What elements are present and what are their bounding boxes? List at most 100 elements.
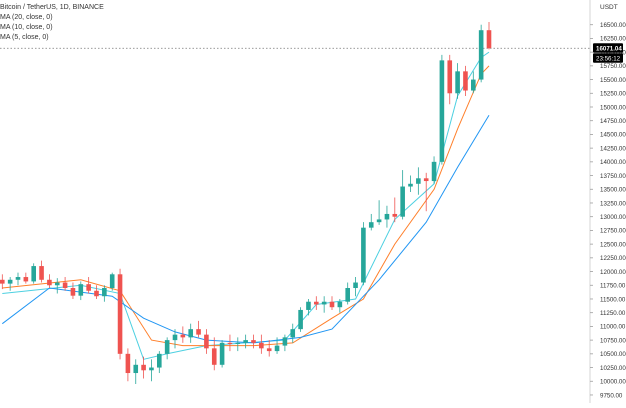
candle-body-up[interactable] [361,227,366,283]
ma10-legend-label: MA (10, close, 0) [0,24,53,31]
y-tick-label: 13000.00 [600,214,626,221]
candle-body-up[interactable] [471,79,476,91]
candle-body-down[interactable] [94,290,99,297]
candle-body-down[interactable] [141,364,146,371]
ma5-legend-label: MA (5, close, 0) [0,34,49,41]
candle-body-up[interactable] [290,329,296,338]
candle-body-up[interactable] [78,284,84,296]
candle-body-up[interactable] [109,274,115,289]
last-price-label: 16071.04 [596,45,622,52]
candle-body-up[interactable] [54,282,60,286]
y-tick-label: 13500.00 [600,187,626,194]
y-tick-label: 12250.00 [600,255,626,262]
candle-body-up[interactable] [7,279,13,284]
y-tick-label: 16000.00 [600,49,626,56]
candle-body-down[interactable] [314,301,319,305]
y-tick-label: 10250.00 [600,365,626,372]
y-tick-label: 12500.00 [600,241,626,248]
candle-body-up[interactable] [400,186,405,217]
y-tick-label: 14000.00 [600,159,626,166]
candle-body-down[interactable] [204,334,209,349]
symbol-title: Bitcoin / TetherUS, 1D, BINANCE [0,4,104,11]
ma20-legend-label: MA (20, close, 0) [0,14,53,21]
candle-body-down[interactable] [259,342,264,349]
y-tick-label: 11500.00 [600,296,626,303]
candle-body-down[interactable] [392,213,398,217]
candle-body-up[interactable] [306,301,311,310]
ma20-line [1,114,490,344]
chart-legend: Bitcoin / TetherUS, 1D, BINANCE MA (20, … [0,3,104,43]
y-tick-label: 15000.00 [600,104,626,111]
candle-body-up[interactable] [149,367,154,371]
candle-body-up[interactable] [345,288,350,302]
candle-body-up[interactable] [416,178,421,184]
candle-body-up[interactable] [455,71,460,94]
candle-body-up[interactable] [133,364,139,374]
candle-body-up[interactable] [368,222,374,228]
y-tick-label: 9750.00 [600,392,623,399]
candle-body-down[interactable] [227,342,233,344]
candle-body-down[interactable] [196,329,201,335]
countdown-label: 23:56:12 [596,55,621,62]
candle-body-down[interactable] [423,178,429,182]
candle-body-down[interactable] [211,348,217,365]
candle-body-down[interactable] [117,274,123,354]
countdown-tag [593,53,623,63]
candle-body-down[interactable] [447,60,453,94]
candle-body-up[interactable] [243,340,248,343]
y-tick-label: 12750.00 [600,228,626,235]
y-tick-label: 14250.00 [600,145,626,152]
y-tick-label: 15500.00 [600,77,626,84]
y-tick-label: 14750.00 [600,118,626,125]
y-tick-label: 11250.00 [600,310,626,317]
candle-body-up[interactable] [384,213,390,220]
candle-body-up[interactable] [431,161,437,182]
candle-body-up[interactable] [15,277,21,280]
candle-body-down[interactable] [329,301,335,308]
candle-body-down[interactable] [125,353,131,374]
y-tick-label: 15250.00 [600,91,626,98]
candle-body-down[interactable] [47,279,52,286]
candle-body-down[interactable] [266,348,272,352]
candle-body-up[interactable] [172,334,178,341]
candle-body-up[interactable] [298,309,303,330]
candle-body-up[interactable] [321,301,327,305]
candle-body-down[interactable] [23,277,29,282]
candle-body-up[interactable] [353,282,358,289]
y-tick-label: 16250.00 [600,36,626,43]
candle-body-down[interactable] [251,340,256,343]
y-tick-label: 10750.00 [600,337,626,344]
candle-body-up[interactable] [31,266,36,282]
candle-body-up[interactable] [188,329,193,338]
candle-body-up[interactable] [478,30,484,80]
candle-body-down[interactable] [70,288,76,296]
candle-body-down[interactable] [463,71,468,91]
y-tick-label: 11000.00 [600,324,626,331]
candle-body-up[interactable] [219,342,225,365]
y-tick-label: 12000.00 [600,269,626,276]
last-price-tag [593,43,623,53]
y-tick-label: 14500.00 [600,132,626,139]
candle-body-down[interactable] [180,334,186,338]
candle-body-down[interactable] [62,282,68,289]
ma5-line [2,51,490,360]
candle-body-up[interactable] [439,60,445,162]
candle-body-up[interactable] [408,183,413,187]
y-tick-label: 13250.00 [600,200,626,207]
candle-body-down[interactable] [0,279,5,284]
candle-body-down[interactable] [39,266,44,280]
candle-body-up[interactable] [102,288,107,297]
candle-body-up[interactable] [235,342,241,344]
candle-body-down[interactable] [486,30,492,49]
y-tick-label: 11750.00 [600,283,626,290]
candle-body-up[interactable] [282,337,288,346]
candle-body-up[interactable] [157,353,162,368]
y-tick-label: 10500.00 [600,351,626,358]
candle-body-up[interactable] [337,301,343,308]
candle-body-up[interactable] [376,219,382,223]
candle-body-down[interactable] [86,284,91,291]
candle-body-up[interactable] [274,345,280,352]
candle-body-up[interactable] [164,340,170,354]
